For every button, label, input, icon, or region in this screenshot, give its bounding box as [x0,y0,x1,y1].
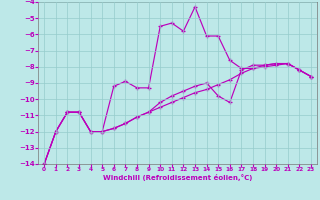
X-axis label: Windchill (Refroidissement éolien,°C): Windchill (Refroidissement éolien,°C) [103,174,252,181]
